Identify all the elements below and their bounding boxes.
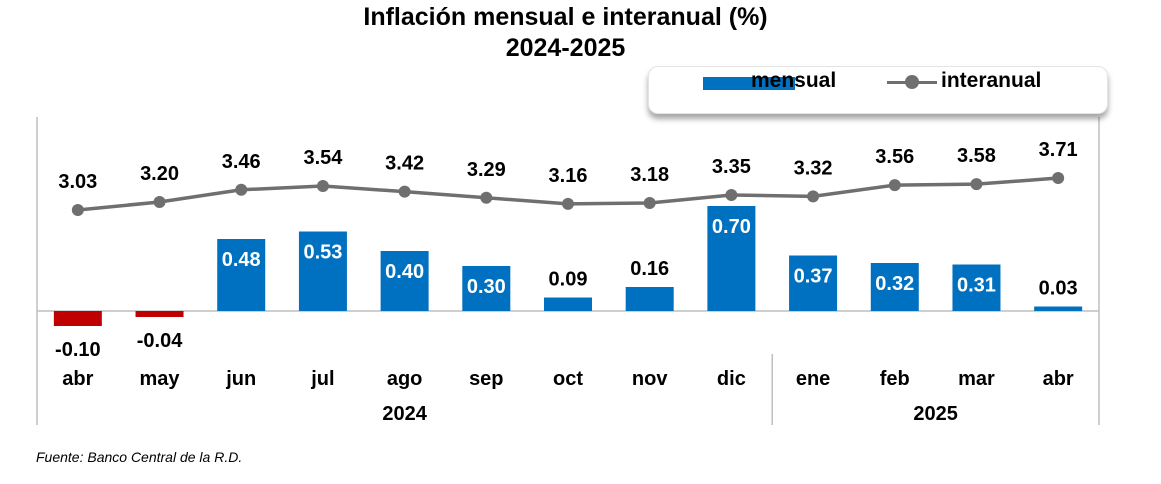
x-tick-label: may [140,368,181,390]
chart-canvas: -0.10 -0.04 0.48 0.53 0.40 0.30 0.09 0.16 0.70 0.… [36,117,1100,425]
marker-interanual [153,196,166,209]
marker-interanual [398,185,411,198]
bar-value-label: 0.16 [630,258,669,280]
bar-value-label: 0.53 [303,242,342,264]
line-value-label: 3.46 [222,151,261,173]
line-value-label: 3.32 [794,157,833,179]
x-tick-label: jun [225,368,256,390]
chart-title: Inflación mensual e interanual (%) 2024-… [0,2,1131,64]
marker-interanual [888,179,901,192]
chart-title-line1: Inflación mensual e interanual (%) [363,3,768,31]
bar-mensual [544,297,592,311]
bar-value-label: -0.04 [137,330,183,352]
bar-value-label: 0.48 [222,249,261,271]
x-tick-label: mar [958,368,995,390]
marker-interanual [235,183,248,196]
line-value-label: 3.20 [140,163,179,185]
marker-interanual [970,178,983,191]
bar-value-label: 0.37 [794,266,833,288]
x-tick-label: feb [880,368,910,390]
x-tick-label: abr [1043,368,1074,390]
line-value-label: 3.56 [875,146,914,168]
x-group-label: 2025 [913,403,958,425]
bar-mensual [53,311,102,326]
line-value-label: 3.29 [467,159,506,181]
bar-value-label: 0.70 [712,216,751,238]
x-group-label: 2024 [382,403,427,425]
bar-mensual [625,287,674,311]
bar-value-label: 0.31 [957,275,996,297]
line-value-label: 3.58 [957,145,996,167]
bar-mensual [870,263,919,311]
x-tick-label: nov [632,368,668,390]
x-tick-label: dic [717,368,746,390]
line-value-label: 3.54 [303,147,343,169]
bar-mensual [380,251,429,311]
marker-interanual [480,191,493,204]
x-tick-label: ene [796,368,830,390]
bar-mensual [707,206,756,311]
marker-interanual [71,204,84,216]
bar-mensual [462,266,511,311]
bar-value-label: -0.10 [55,339,101,361]
bar-mensual [952,264,1001,311]
line-value-label: 3.42 [385,153,424,175]
bar-value-label: 0.03 [1039,278,1078,300]
bar-value-label: 0.30 [467,276,506,298]
marker-interanual [316,180,329,193]
bar-mensual [135,311,184,317]
x-tick-label: sep [469,368,503,390]
marker-interanual [807,190,820,203]
x-tick-label: oct [553,368,583,390]
marker-interanual [643,196,656,209]
line-value-label: 3.71 [1039,139,1078,161]
legend-swatch-interanual-marker [905,75,919,89]
bar-value-label: 0.32 [875,273,914,295]
marker-interanual [725,188,738,201]
line-value-label: 3.18 [630,164,669,186]
x-tick-label: jul [310,368,334,390]
x-tick-label: abr [62,368,93,390]
bar-mensual [217,239,266,311]
line-value-label: 3.16 [549,165,588,187]
bar-value-label: 0.40 [385,261,424,283]
legend-swatch-mensual [703,77,795,90]
source-note: Fuente: Banco Central de la R.D. [36,449,243,465]
marker-interanual [562,197,574,210]
bar-mensual [789,255,838,311]
bar-mensual [1034,306,1083,311]
chart-title-line2: 2024-2025 [505,34,626,62]
marker-interanual [1052,172,1065,185]
legend-label-mensual: mensual [751,69,837,92]
bar-value-label: 0.09 [549,269,588,291]
x-tick-label: ago [387,368,423,390]
legend-label-interanual: interanual [941,69,1042,92]
line-value-label: 3.03 [58,171,97,193]
bar-mensual [298,231,347,311]
line-value-label: 3.35 [712,156,751,178]
legend: mensual interanual [648,66,1108,114]
